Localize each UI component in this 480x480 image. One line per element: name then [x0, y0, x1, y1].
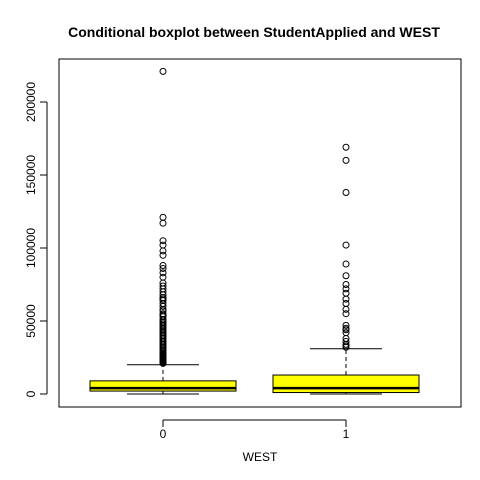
box-0 — [89, 67, 237, 395]
outlier-point — [342, 143, 350, 151]
y-tick-label: 0 — [24, 390, 38, 397]
box-iqr — [272, 374, 420, 394]
x-axis-label: WEST — [243, 450, 278, 464]
outlier-point — [342, 321, 350, 329]
outlier-point — [342, 305, 350, 313]
outlier-point — [342, 285, 350, 293]
box-1 — [272, 143, 420, 395]
y-tick-label: 50000 — [24, 304, 38, 338]
outlier-point — [342, 281, 350, 288]
outlier-point — [159, 237, 167, 245]
outlier-point — [159, 302, 167, 310]
y-tick-label: 150000 — [24, 155, 38, 195]
x-tick-label: 0 — [160, 427, 167, 441]
outlier-point — [342, 299, 350, 307]
y-tick-label: 200000 — [24, 82, 38, 122]
outlier-point — [342, 343, 350, 351]
outlier-point — [159, 264, 167, 272]
outlier-point — [159, 273, 167, 281]
outlier-point — [159, 251, 167, 259]
outlier-point — [159, 247, 167, 255]
x-tick-label: 1 — [343, 427, 350, 441]
outlier-point — [342, 272, 350, 280]
outlier-point — [159, 241, 167, 249]
outlier-point — [342, 241, 350, 249]
outlier-point — [159, 359, 167, 367]
outlier-point — [159, 67, 167, 75]
outlier-point — [342, 289, 350, 297]
outlier-point — [159, 269, 167, 277]
outlier-point — [342, 310, 350, 318]
outlier-point — [342, 156, 350, 164]
y-tick-label: 100000 — [24, 228, 38, 268]
outlier-point — [342, 295, 350, 303]
outlier-point — [159, 219, 167, 227]
y-axis: 0 50000 100000 150000 200000 — [24, 82, 48, 397]
outlier-point — [342, 260, 350, 268]
boxes-group — [89, 67, 420, 395]
outlier-point — [159, 213, 167, 221]
outlier-point — [342, 326, 350, 334]
plot-frame — [58, 58, 462, 408]
outlier-point — [159, 262, 167, 270]
box-iqr — [89, 380, 237, 392]
chart-title: Conditional boxplot between StudentAppli… — [68, 24, 440, 40]
outlier-point — [342, 189, 350, 197]
